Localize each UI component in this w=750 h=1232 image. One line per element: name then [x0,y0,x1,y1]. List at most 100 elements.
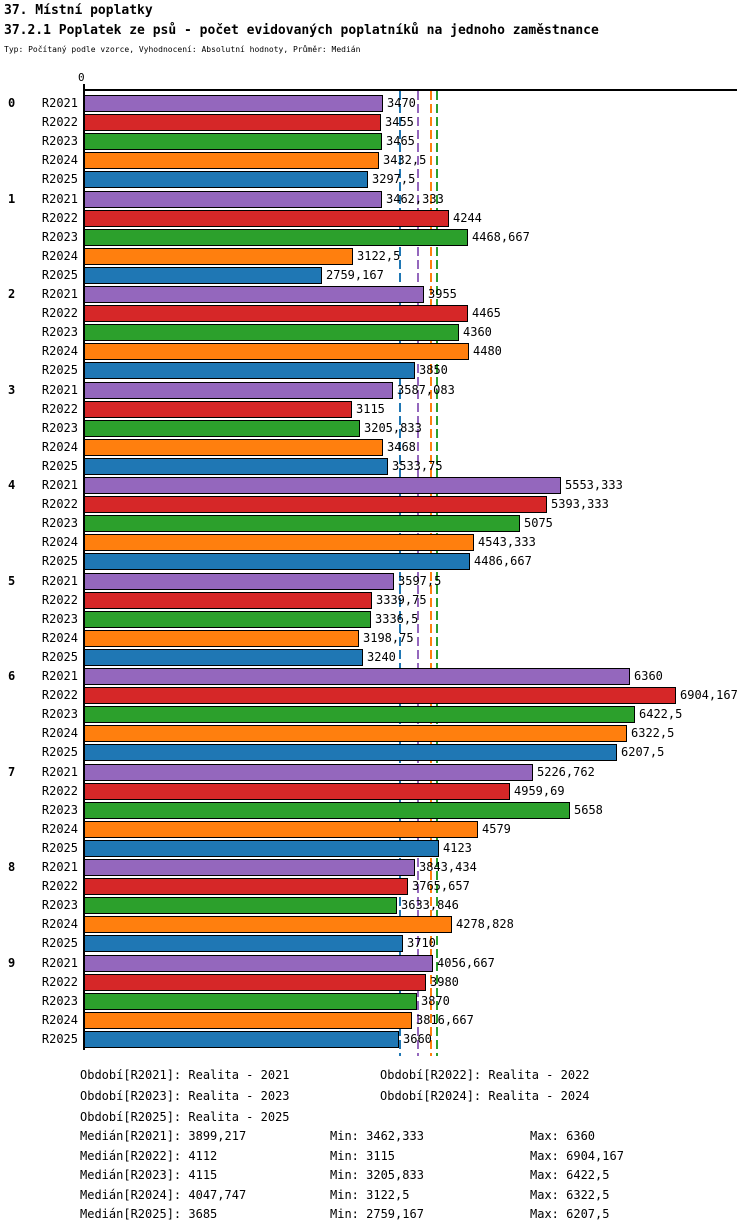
bar-R2022-group-8 [84,878,408,895]
bar-value-label: 3980 [430,975,459,989]
bar-value-label: 4543,333 [478,535,536,549]
group-label: 5 [8,574,16,588]
bar-value-label: 6904,167 [680,688,738,702]
legend-median-R2022: Medián[R2022]: 4112 [80,1149,218,1163]
series-row-label: R2021 [41,192,78,206]
series-row-label: R2025 [41,172,78,186]
legend-min-R2021: Min: 3462,333 [330,1129,424,1143]
bar-R2023-group-5 [84,611,371,628]
bar-value-label: 5226,762 [537,765,595,779]
bar-R2022-group-4 [84,496,547,513]
series-row-label: R2021 [41,956,78,970]
bar-R2021-group-0 [84,95,383,112]
median-line-R2023 [436,91,438,1056]
bar-value-label: 5658 [574,803,603,817]
series-row-label: R2023 [41,325,78,339]
bar-R2023-group-6 [84,706,635,723]
bar-value-label: 4278,828 [456,917,514,931]
series-row-label: R2024 [41,153,78,167]
bar-value-label: 3465 [386,134,415,148]
legend-min-R2025: Min: 2759,167 [330,1207,424,1221]
bar-R2025-group-3 [84,458,388,475]
series-row-label: R2022 [41,115,78,129]
group-label: 7 [8,765,16,779]
bar-value-label: 3339,75 [376,593,427,607]
series-row-label: R2024 [41,726,78,740]
series-row-label: R2024 [41,822,78,836]
group-label: 8 [8,860,16,874]
bar-R2025-group-0 [84,171,368,188]
group-label: 3 [8,383,16,397]
bar-value-label: 3462,333 [386,192,444,206]
series-row-label: R2022 [41,402,78,416]
series-row-label: R2025 [41,363,78,377]
group-label: 9 [8,956,16,970]
bar-value-label: 3240 [367,650,396,664]
legend-period-R2022: Období[R2022]: Realita - 2022 [380,1068,590,1082]
bar-R2025-group-7 [84,840,439,857]
page-title: 37. Místní poplatky [4,3,153,18]
legend-max-R2022: Max: 6904,167 [530,1149,624,1163]
bar-value-label: 6422,5 [639,707,683,721]
bar-value-label: 3115 [356,402,385,416]
bar-R2021-group-5 [84,573,394,590]
bar-R2024-group-1 [84,248,353,265]
legend-max-R2024: Max: 6322,5 [530,1188,610,1202]
bar-value-label: 5393,333 [551,497,609,511]
bar-value-label: 4123 [443,841,472,855]
bar-value-label: 4056,667 [437,956,495,970]
series-row-label: R2021 [41,287,78,301]
chart-meta-line: Typ: Počítaný podle vzorce, Vyhodnocení:… [4,45,361,54]
x-axis-zero-label: 0 [78,71,85,84]
series-row-label: R2024 [41,1013,78,1027]
bar-R2025-group-4 [84,553,470,570]
bar-value-label: 3336,5 [375,612,419,626]
series-row-label: R2023 [41,612,78,626]
series-row-label: R2022 [41,211,78,225]
series-row-label: R2025 [41,554,78,568]
series-row-label: R2022 [41,879,78,893]
bar-R2021-group-2 [84,286,424,303]
bar-value-label: 3710 [407,936,436,950]
series-row-label: R2025 [41,268,78,282]
median-line-R2025 [399,91,401,1056]
series-row-label: R2022 [41,497,78,511]
legend-max-R2025: Max: 6207,5 [530,1207,610,1221]
bar-R2022-group-3 [84,401,352,418]
bar-R2022-group-7 [84,783,510,800]
group-label: 4 [8,478,16,492]
bar-value-label: 3843,434 [419,860,477,874]
bar-R2024-group-8 [84,916,452,933]
series-row-label: R2025 [41,650,78,664]
legend-period-R2023: Období[R2023]: Realita - 2023 [80,1089,290,1103]
bar-R2021-group-4 [84,477,561,494]
series-row-label: R2022 [41,975,78,989]
series-row-label: R2023 [41,803,78,817]
bar-value-label: 4480 [473,344,502,358]
series-row-label: R2021 [41,96,78,110]
bar-R2025-group-5 [84,649,363,666]
bar-R2024-group-9 [84,1012,412,1029]
series-row-label: R2023 [41,134,78,148]
series-row-label: R2021 [41,478,78,492]
bar-value-label: 5553,333 [565,478,623,492]
legend-min-R2024: Min: 3122,5 [330,1188,410,1202]
series-row-label: R2021 [41,383,78,397]
series-row-label: R2022 [41,688,78,702]
x-axis-line [83,89,737,91]
bar-R2021-group-7 [84,764,533,781]
series-row-label: R2025 [41,936,78,950]
bar-R2022-group-6 [84,687,676,704]
series-row-label: R2021 [41,765,78,779]
series-row-label: R2024 [41,344,78,358]
group-label: 0 [8,96,16,110]
group-label: 1 [8,192,16,206]
bar-R2024-group-4 [84,534,474,551]
legend-period-R2021: Období[R2021]: Realita - 2021 [80,1068,290,1082]
bar-R2023-group-7 [84,802,570,819]
bar-value-label: 4244 [453,211,482,225]
bar-R2023-group-0 [84,133,382,150]
bar-R2021-group-1 [84,191,382,208]
series-row-label: R2022 [41,306,78,320]
bar-R2023-group-1 [84,229,468,246]
